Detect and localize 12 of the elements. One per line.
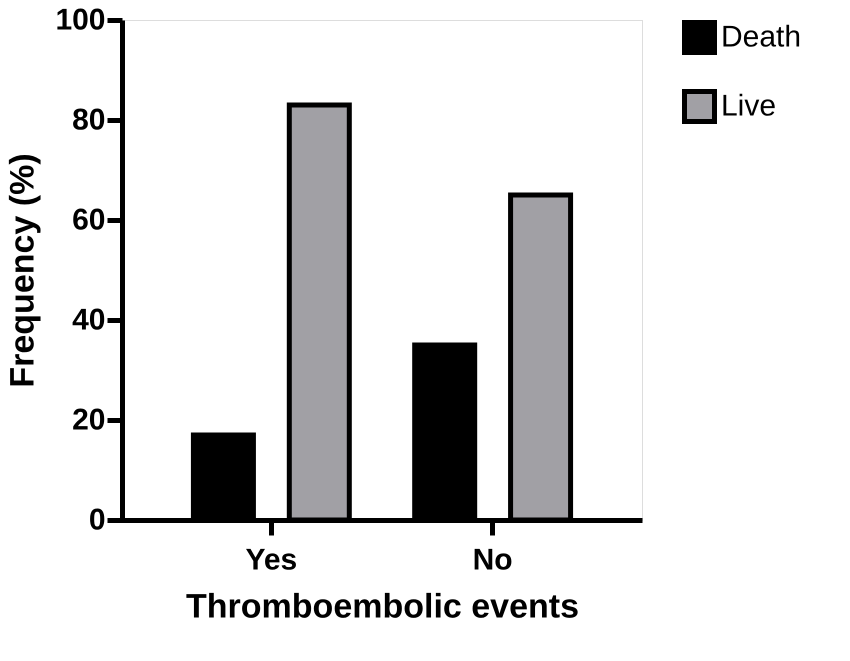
y-tick-label: 60 — [72, 204, 106, 236]
legend-label: Live — [721, 90, 776, 122]
y-tick-label: 20 — [72, 404, 106, 436]
y-tick-label: 40 — [72, 304, 106, 336]
y-tick-label: 0 — [88, 504, 106, 536]
y-tick-label: 100 — [55, 4, 106, 36]
legend-label: Death — [721, 20, 802, 54]
x-tick-label: Yes — [245, 544, 298, 576]
x-tick-label: No — [472, 544, 513, 576]
y-axis-title: Frequency (%) — [3, 153, 42, 388]
x-axis-title: Thromboembolic events — [186, 588, 579, 626]
y-tick-label: 80 — [72, 104, 106, 136]
